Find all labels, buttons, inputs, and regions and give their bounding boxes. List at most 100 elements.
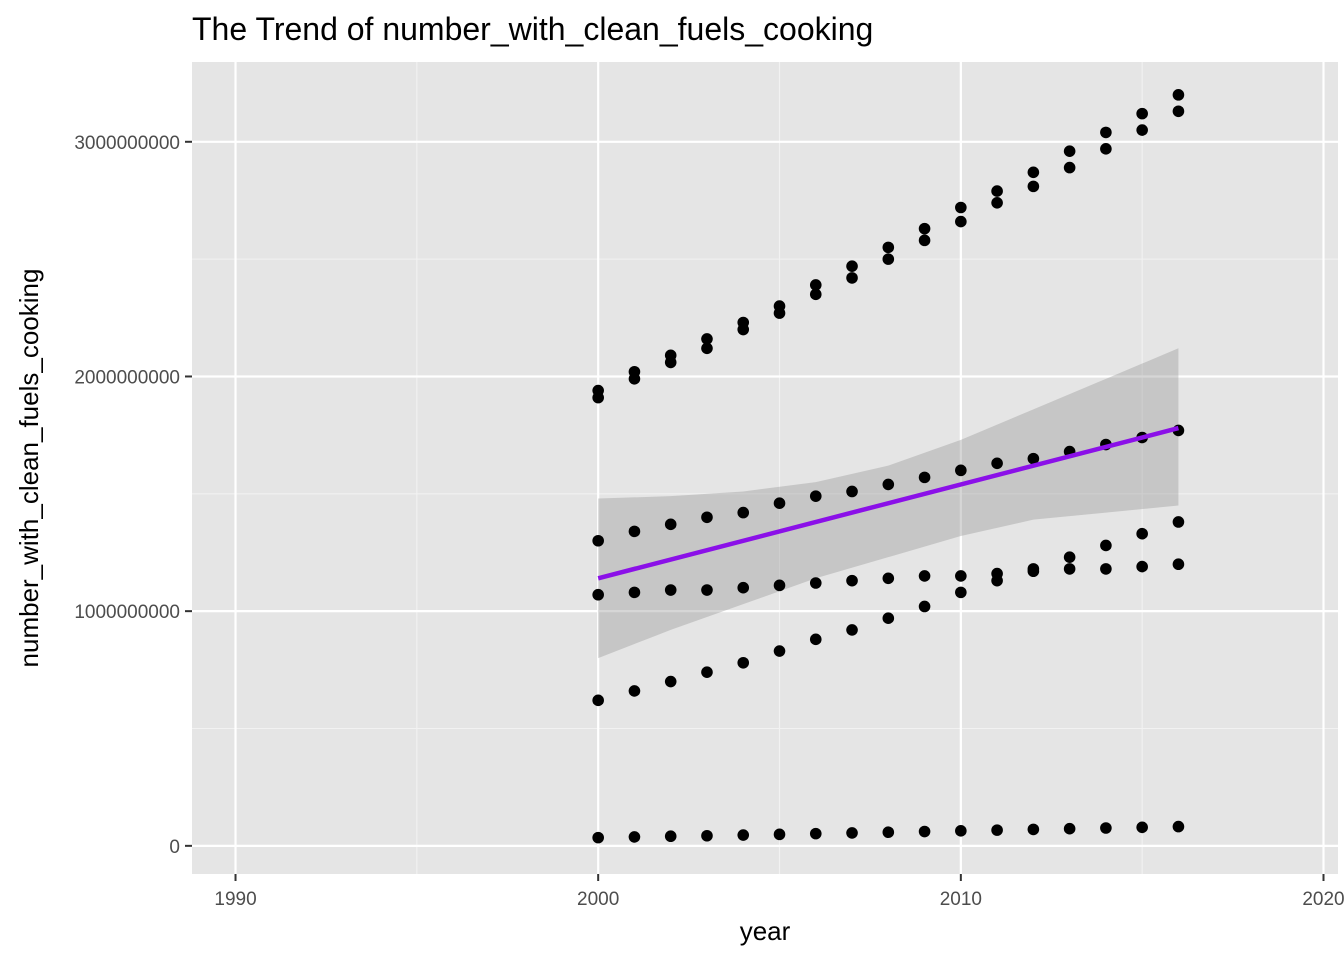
data-point	[1136, 527, 1148, 540]
data-point	[1027, 452, 1040, 465]
data-point	[773, 497, 786, 510]
data-point	[1100, 126, 1112, 139]
data-point	[918, 570, 931, 582]
data-point	[809, 577, 822, 589]
data-point	[809, 633, 822, 646]
data-point	[918, 600, 931, 613]
data-point	[955, 201, 967, 214]
data-point	[1027, 823, 1040, 836]
data-point	[1172, 516, 1185, 528]
data-point	[1136, 107, 1148, 120]
data-point	[991, 824, 1003, 836]
x-axis-ticks: 1990 2000 2010 2020	[214, 874, 1344, 910]
data-point	[737, 506, 750, 519]
data-point	[955, 825, 967, 837]
data-point	[1172, 558, 1185, 571]
data-point	[1027, 166, 1040, 179]
data-point	[882, 572, 895, 585]
x-tick-label: 2000	[577, 889, 619, 910]
data-point	[592, 534, 604, 547]
data-point	[1172, 820, 1185, 833]
data-point	[1027, 563, 1040, 575]
data-point	[701, 584, 713, 596]
data-point	[991, 197, 1003, 209]
y-tick-label: 3000000000	[74, 133, 180, 154]
data-point	[846, 272, 858, 284]
chart-title: The Trend of number_with_clean_fuels_coo…	[192, 11, 873, 47]
major-gridlines	[192, 62, 1338, 874]
y-axis-ticks: 0 1000000000 2000000000 3000000000	[74, 133, 192, 858]
x-tick-label: 2020	[1302, 889, 1344, 910]
data-point	[846, 260, 858, 272]
data-point	[737, 323, 750, 336]
data-point	[809, 288, 822, 301]
data-point	[1172, 105, 1185, 118]
data-point	[664, 584, 677, 596]
data-point	[846, 827, 858, 839]
data-point	[773, 579, 786, 592]
data-point	[628, 525, 641, 538]
data-point	[955, 570, 967, 582]
trend-line	[597, 425, 1179, 581]
data-point	[882, 253, 895, 265]
data-point	[737, 581, 750, 594]
data-point	[809, 279, 822, 291]
data-point	[991, 457, 1003, 470]
data-point	[1063, 551, 1076, 563]
data-point	[1100, 143, 1112, 155]
data-point	[955, 586, 967, 599]
data-point	[882, 478, 895, 491]
data-point	[701, 829, 713, 842]
data-point	[664, 518, 677, 531]
data-point	[628, 831, 641, 843]
data-point	[882, 241, 895, 254]
trend-line-layer	[597, 425, 1179, 581]
data-point	[737, 829, 750, 841]
y-axis-title: number_with_clean_fuels_cooking	[14, 269, 44, 668]
x-axis-title: year	[740, 916, 791, 946]
data-point	[846, 574, 858, 587]
data-point	[918, 222, 931, 235]
data-point	[737, 656, 750, 669]
data-point	[628, 373, 641, 385]
data-point	[592, 694, 604, 707]
data-point	[1027, 180, 1040, 193]
data-point	[701, 342, 713, 355]
data-point	[773, 828, 786, 841]
data-point	[1100, 822, 1112, 834]
data-point	[882, 612, 895, 624]
x-tick-label: 2010	[940, 889, 982, 910]
data-point	[955, 464, 967, 477]
data-point	[1100, 563, 1112, 575]
data-point	[991, 185, 1003, 197]
x-tick-label: 1990	[214, 889, 256, 910]
data-point	[991, 574, 1003, 587]
data-point	[1136, 821, 1148, 834]
data-point	[701, 511, 713, 524]
data-point	[773, 645, 786, 657]
data-point	[592, 588, 604, 601]
data-point	[918, 471, 931, 484]
y-tick-label: 2000000000	[74, 367, 180, 388]
data-point	[628, 685, 641, 697]
data-point	[809, 827, 822, 840]
minor-gridlines	[192, 62, 1338, 874]
data-point	[882, 826, 895, 839]
data-point	[1172, 89, 1185, 101]
y-tick-label: 0	[169, 837, 180, 858]
data-point	[1063, 822, 1076, 835]
data-point	[1063, 563, 1076, 575]
data-point	[592, 391, 604, 404]
data-point	[1063, 145, 1076, 157]
data-point	[701, 666, 713, 678]
data-point	[1100, 539, 1112, 552]
plot-panel	[192, 62, 1338, 874]
data-point	[918, 234, 931, 247]
y-tick-label: 1000000000	[74, 602, 180, 623]
data-point	[1063, 161, 1076, 174]
data-point	[846, 624, 858, 636]
data-point	[701, 333, 713, 345]
data-point	[1136, 560, 1148, 573]
data-point	[1136, 124, 1148, 136]
